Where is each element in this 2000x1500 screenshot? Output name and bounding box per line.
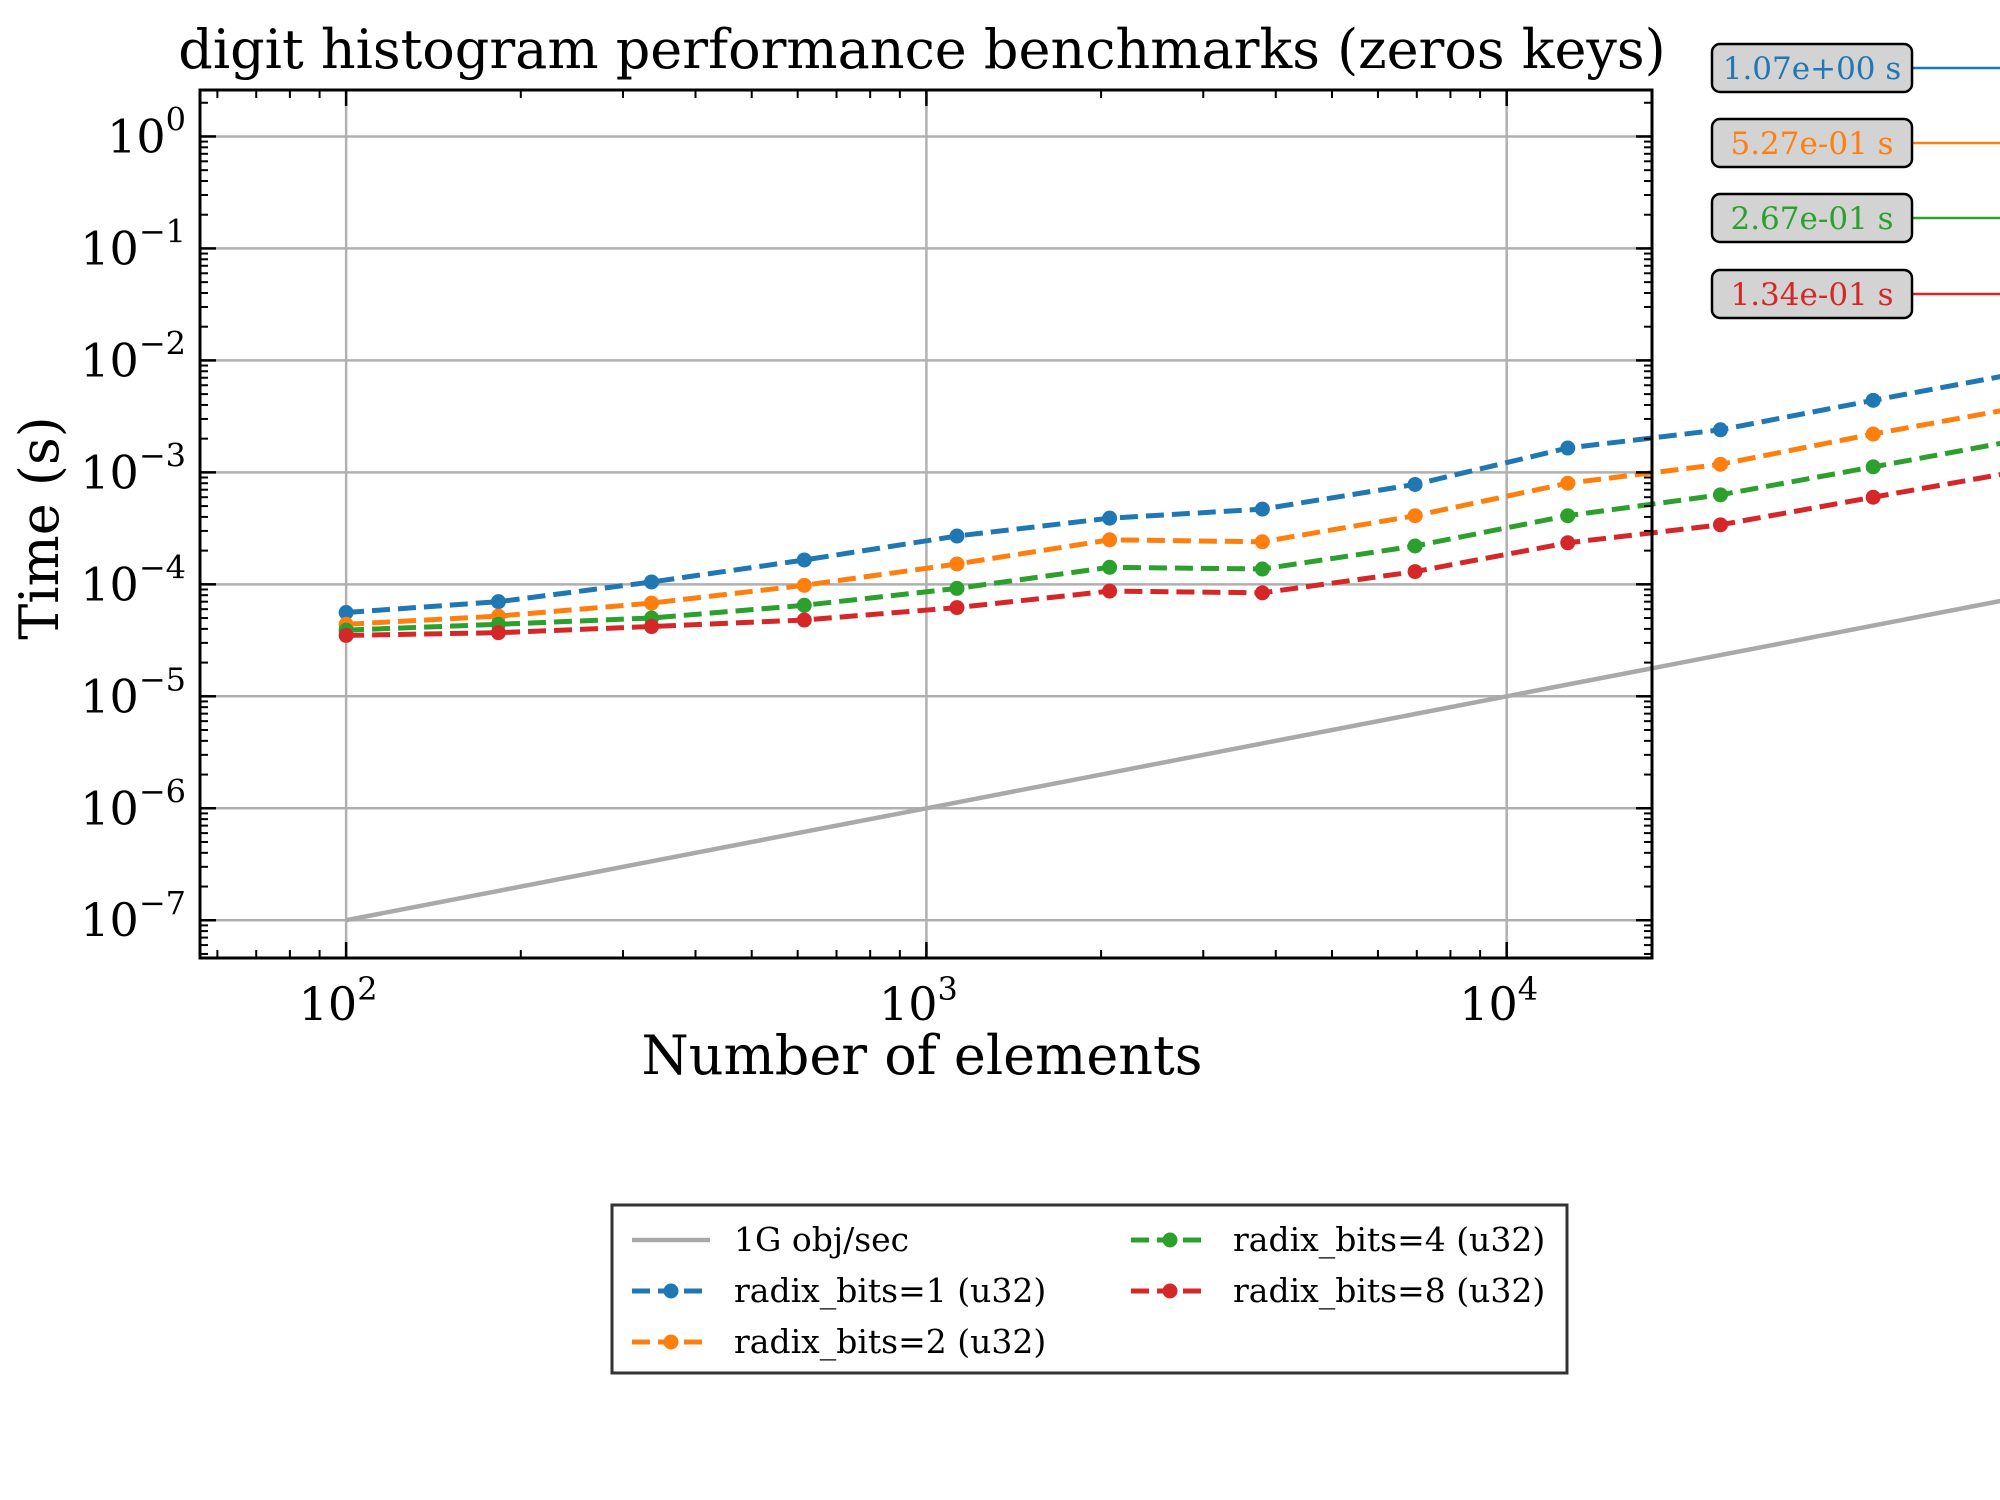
data-point: [1560, 508, 1576, 524]
y-axis-label: Time (s): [8, 416, 71, 639]
data-point: [1254, 534, 1270, 550]
data-point: [1712, 487, 1728, 503]
callout-box: [1710, 268, 1914, 320]
legend-item: 1G obj/sec: [632, 1220, 909, 1259]
value-callouts: 1.07e+00 s 5.27e-01 s 2.67e-01 s 1.34e-01 s: [1710, 42, 2000, 320]
data-point: [1865, 459, 1881, 475]
legend-label: radix_bits=1 (u32): [734, 1271, 1046, 1311]
data-point: [949, 528, 965, 544]
legend-label: 1G obj/sec: [734, 1220, 909, 1259]
legend-item: radix_bits=4 (u32): [1131, 1220, 1545, 1260]
data-point: [644, 619, 660, 635]
legend-marker: [1162, 1283, 1178, 1299]
y-tick-label: 10−3: [80, 436, 186, 499]
data-point: [796, 552, 812, 568]
series-radix_bits=4 (u32): [338, 440, 2000, 638]
data-point: [1712, 517, 1728, 533]
series-1G obj/sec: [345, 598, 2000, 923]
legend-marker: [663, 1334, 679, 1350]
legend-item: radix_bits=8 (u32): [1131, 1271, 1545, 1311]
data-point: [490, 594, 506, 610]
legend-box: [610, 1203, 1569, 1375]
data-point: [644, 574, 660, 590]
y-tick-label: 10−7: [80, 884, 186, 947]
callout-box: [1710, 192, 1914, 244]
data-point: [1560, 475, 1576, 491]
callout-label: 1.07e+00 s: [1723, 51, 1902, 87]
data-point: [1102, 532, 1118, 548]
data-point: [949, 600, 965, 616]
data-point: [1865, 489, 1881, 505]
data-point: [1407, 476, 1423, 492]
data-point: [796, 597, 812, 613]
data-point: [1407, 564, 1423, 580]
value-callout: 2.67e-01 s: [1710, 192, 2000, 244]
y-tick-label: 10−4: [80, 548, 186, 611]
legend-label: radix_bits=4 (u32): [1233, 1220, 1545, 1260]
value-callout: 1.34e-01 s: [1710, 268, 2000, 320]
series-line: [345, 374, 2000, 615]
series-radix_bits=8 (u32): [338, 472, 2000, 643]
data-point: [1102, 583, 1118, 599]
y-tick-label: 10−6: [80, 772, 186, 835]
series-line: [346, 472, 2000, 638]
chart-title: digit histogram performance benchmarks (…: [178, 18, 1665, 81]
callout-box: [1710, 117, 1914, 169]
data-point: [1254, 585, 1270, 601]
y-tick-label: 10−5: [80, 660, 186, 723]
callout-label: 5.27e-01 s: [1730, 126, 1893, 162]
data-point: [1712, 456, 1728, 472]
callout-label: 2.67e-01 s: [1730, 201, 1893, 237]
data-point: [1712, 422, 1728, 438]
y-tick-label: 10−1: [80, 212, 186, 275]
data-point: [1254, 561, 1270, 577]
data-point: [949, 580, 965, 596]
data-point: [1102, 559, 1118, 575]
data-point: [1102, 510, 1118, 526]
legend-marker: [1162, 1232, 1178, 1248]
legend: 1G obj/sec radix_bits=1 (u32) radix_bits=2…: [610, 1203, 1569, 1375]
series-line: [346, 440, 2000, 633]
data-point: [338, 605, 354, 621]
data-point: [949, 556, 965, 572]
value-callout: 5.27e-01 s: [1710, 117, 2000, 169]
value-callout: 1.07e+00 s: [1710, 42, 2000, 94]
x-tick-label: 104: [1459, 970, 1538, 1031]
data-point: [644, 595, 660, 611]
data-point: [796, 612, 812, 628]
x-tick-label: 103: [879, 970, 958, 1031]
data-point: [1560, 440, 1576, 456]
x-axis-label: Number of elements: [642, 1024, 1203, 1087]
series-layer: [338, 374, 2000, 923]
data-point: [1407, 538, 1423, 554]
y-tick-label: 10−2: [80, 324, 186, 387]
data-point: [1407, 508, 1423, 524]
data-point: [338, 627, 354, 643]
series-line: [345, 408, 2000, 627]
callout-label: 1.34e-01 s: [1730, 277, 1893, 313]
series-radix_bits=1 (u32): [338, 374, 2000, 621]
data-point: [1254, 501, 1270, 517]
data-point: [796, 577, 812, 593]
callout-box: [1710, 42, 1914, 94]
grid-lines: [200, 90, 1652, 958]
legend-marker: [663, 1283, 679, 1299]
data-point: [1865, 426, 1881, 442]
axis-ticks: 10210310410510610710010−110−210−310−410−…: [80, 90, 1652, 1031]
y-tick-label: 100: [107, 100, 186, 163]
data-point: [1560, 535, 1576, 551]
data-point: [490, 625, 506, 641]
series-line: [345, 598, 2000, 923]
legend-label: radix_bits=2 (u32): [734, 1322, 1046, 1362]
data-point: [1865, 392, 1881, 408]
x-tick-label: 102: [299, 970, 378, 1031]
legend-item: radix_bits=1 (u32): [632, 1271, 1046, 1311]
legend-label: radix_bits=8 (u32): [1233, 1271, 1545, 1311]
legend-item: radix_bits=2 (u32): [632, 1322, 1046, 1362]
